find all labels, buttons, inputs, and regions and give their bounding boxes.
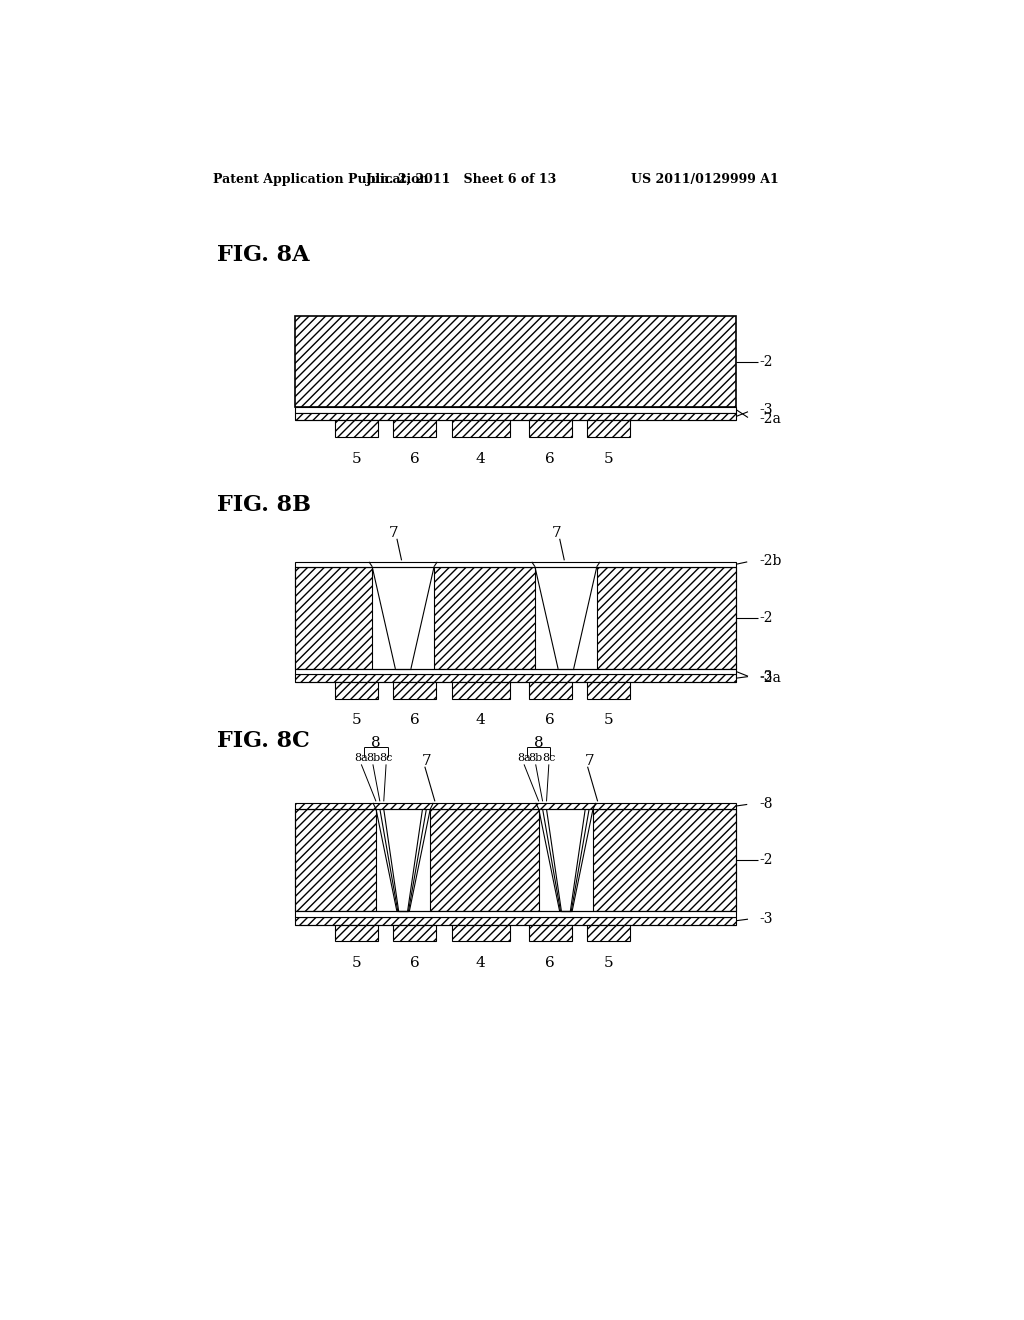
- Text: 5: 5: [604, 714, 613, 727]
- Bar: [529, 682, 571, 700]
- Text: 5: 5: [352, 956, 361, 970]
- Bar: [593, 809, 736, 911]
- Text: -2b: -2b: [760, 554, 782, 568]
- Bar: [597, 566, 736, 669]
- Text: 5: 5: [604, 956, 613, 970]
- Text: FIG. 8A: FIG. 8A: [217, 244, 309, 265]
- Bar: [295, 317, 736, 407]
- Text: 6: 6: [410, 451, 420, 466]
- Text: US 2011/0129999 A1: US 2011/0129999 A1: [631, 173, 779, 186]
- Bar: [393, 420, 436, 437]
- Text: -3: -3: [760, 403, 773, 417]
- Bar: [295, 412, 736, 420]
- Bar: [335, 924, 378, 941]
- Bar: [452, 682, 510, 700]
- Text: 8a: 8a: [354, 754, 369, 763]
- Bar: [295, 675, 736, 682]
- Bar: [529, 924, 571, 941]
- Text: -2a: -2a: [760, 412, 781, 426]
- Text: 6: 6: [410, 956, 420, 970]
- Bar: [295, 566, 372, 669]
- Bar: [295, 911, 736, 917]
- Text: 8c: 8c: [379, 754, 393, 763]
- Text: 7: 7: [389, 525, 398, 540]
- Text: 6: 6: [546, 451, 555, 466]
- Bar: [587, 682, 630, 700]
- Text: -3: -3: [760, 669, 773, 684]
- Text: 7: 7: [585, 754, 594, 767]
- Bar: [434, 566, 535, 669]
- Bar: [452, 420, 510, 437]
- Text: 8a: 8a: [517, 754, 530, 763]
- Text: 8b: 8b: [528, 754, 543, 763]
- Bar: [452, 924, 510, 941]
- Bar: [295, 917, 736, 924]
- Text: 4: 4: [476, 714, 485, 727]
- Text: -2: -2: [760, 355, 773, 368]
- Bar: [335, 420, 378, 437]
- Text: 4: 4: [476, 956, 485, 970]
- Text: 8: 8: [534, 735, 544, 750]
- Bar: [295, 407, 736, 412]
- Text: 6: 6: [410, 714, 420, 727]
- Text: 8: 8: [371, 735, 381, 750]
- Bar: [335, 682, 378, 700]
- Bar: [587, 420, 630, 437]
- Text: 6: 6: [546, 714, 555, 727]
- Text: 4: 4: [476, 451, 485, 466]
- Text: Jun. 2, 2011   Sheet 6 of 13: Jun. 2, 2011 Sheet 6 of 13: [366, 173, 557, 186]
- Text: FIG. 8B: FIG. 8B: [217, 494, 311, 516]
- Text: 7: 7: [552, 525, 561, 540]
- Bar: [295, 803, 736, 809]
- Bar: [393, 924, 436, 941]
- Text: Patent Application Publication: Patent Application Publication: [213, 173, 429, 186]
- Bar: [393, 682, 436, 700]
- Text: 5: 5: [352, 714, 361, 727]
- Text: 8c: 8c: [542, 754, 555, 763]
- Text: -8: -8: [760, 797, 773, 812]
- Bar: [430, 809, 539, 911]
- Bar: [295, 669, 736, 675]
- Bar: [587, 924, 630, 941]
- Text: 8b: 8b: [366, 754, 380, 763]
- Text: 6: 6: [546, 956, 555, 970]
- Text: 5: 5: [352, 451, 361, 466]
- Text: -2: -2: [760, 611, 773, 624]
- Bar: [529, 420, 571, 437]
- Text: -2: -2: [760, 853, 773, 867]
- Text: 7: 7: [422, 754, 431, 767]
- Text: -3: -3: [760, 912, 773, 927]
- Text: -2a: -2a: [760, 671, 781, 685]
- Bar: [295, 809, 376, 911]
- Text: FIG. 8C: FIG. 8C: [217, 730, 310, 752]
- Bar: [295, 562, 736, 566]
- Text: 5: 5: [604, 451, 613, 466]
